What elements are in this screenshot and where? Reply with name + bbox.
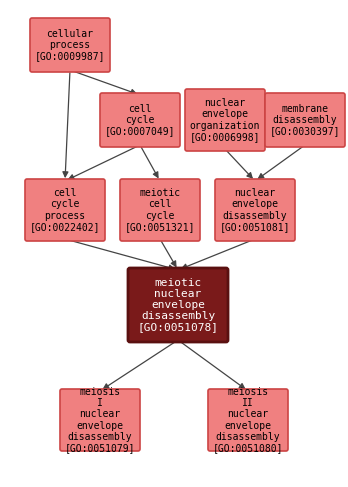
FancyBboxPatch shape bbox=[208, 389, 288, 451]
Text: cellular
process
[GO:0009987]: cellular process [GO:0009987] bbox=[35, 29, 105, 61]
Text: cell
cycle
process
[GO:0022402]: cell cycle process [GO:0022402] bbox=[30, 188, 100, 232]
FancyBboxPatch shape bbox=[60, 389, 140, 451]
Text: meiosis
II
nuclear
envelope
disassembly
[GO:0051080]: meiosis II nuclear envelope disassembly … bbox=[213, 387, 283, 453]
Text: nuclear
envelope
disassembly
[GO:0051081]: nuclear envelope disassembly [GO:0051081… bbox=[220, 188, 290, 232]
Text: meiotic
cell
cycle
[GO:0051321]: meiotic cell cycle [GO:0051321] bbox=[125, 188, 195, 232]
FancyBboxPatch shape bbox=[30, 18, 110, 72]
FancyBboxPatch shape bbox=[185, 89, 265, 151]
FancyBboxPatch shape bbox=[100, 93, 180, 147]
Text: cell
cycle
[GO:0007049]: cell cycle [GO:0007049] bbox=[105, 104, 175, 136]
Text: membrane
disassembly
[GO:0030397]: membrane disassembly [GO:0030397] bbox=[270, 104, 340, 136]
Text: meiotic
nuclear
envelope
disassembly
[GO:0051078]: meiotic nuclear envelope disassembly [GO… bbox=[137, 278, 219, 333]
FancyBboxPatch shape bbox=[128, 268, 228, 342]
FancyBboxPatch shape bbox=[120, 179, 200, 241]
FancyBboxPatch shape bbox=[265, 93, 345, 147]
Text: meiosis
I
nuclear
envelope
disassembly
[GO:0051079]: meiosis I nuclear envelope disassembly [… bbox=[65, 387, 135, 453]
FancyBboxPatch shape bbox=[25, 179, 105, 241]
FancyBboxPatch shape bbox=[215, 179, 295, 241]
Text: nuclear
envelope
organization
[GO:0006998]: nuclear envelope organization [GO:000699… bbox=[190, 98, 260, 142]
